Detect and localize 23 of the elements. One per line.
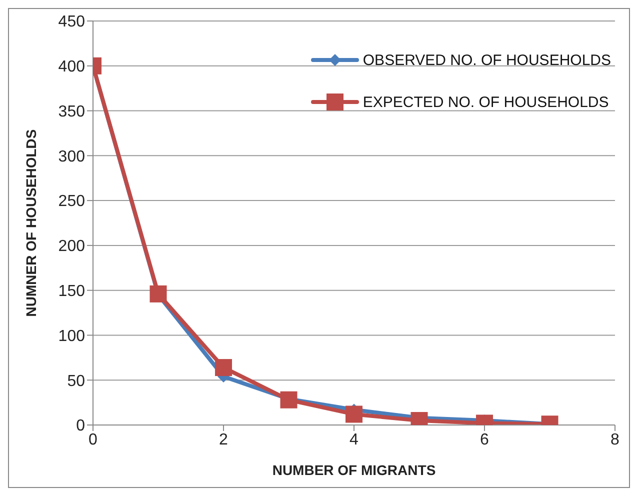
y-tick-label: 150 <box>58 283 86 300</box>
y-axis-title: NUMNER OF HOUSEHOLDS <box>22 129 39 317</box>
legend-label: OBSERVED NO. OF HOUSEHOLDS <box>362 52 611 68</box>
point <box>150 285 167 302</box>
y-tick-label: 300 <box>58 148 86 166</box>
y-tick-label: 450 <box>58 14 86 31</box>
y-tick-label: 100 <box>58 328 86 345</box>
legend-label: EXPECTED NO. OF HOUSEHOLDS <box>362 94 609 110</box>
y-tick-label: 200 <box>58 238 86 256</box>
x-axis-title: NUMBER OF MIGRANTS <box>272 462 436 478</box>
x-tick-label: 4 <box>350 431 359 448</box>
y-tick-label: 250 <box>58 193 86 210</box>
point <box>280 391 298 408</box>
y-tick-label: 400 <box>58 58 86 76</box>
x-tick-label: 2 <box>219 431 228 448</box>
y-tick-label: 0 <box>76 418 86 435</box>
point <box>346 406 362 423</box>
y-tick-label: 50 <box>67 372 86 390</box>
y-tick-label: 350 <box>58 103 86 120</box>
x-tick-label: 8 <box>610 431 620 448</box>
point <box>215 359 232 376</box>
x-tick-label: 0 <box>88 431 98 448</box>
x-tick-label: 6 <box>480 431 490 448</box>
